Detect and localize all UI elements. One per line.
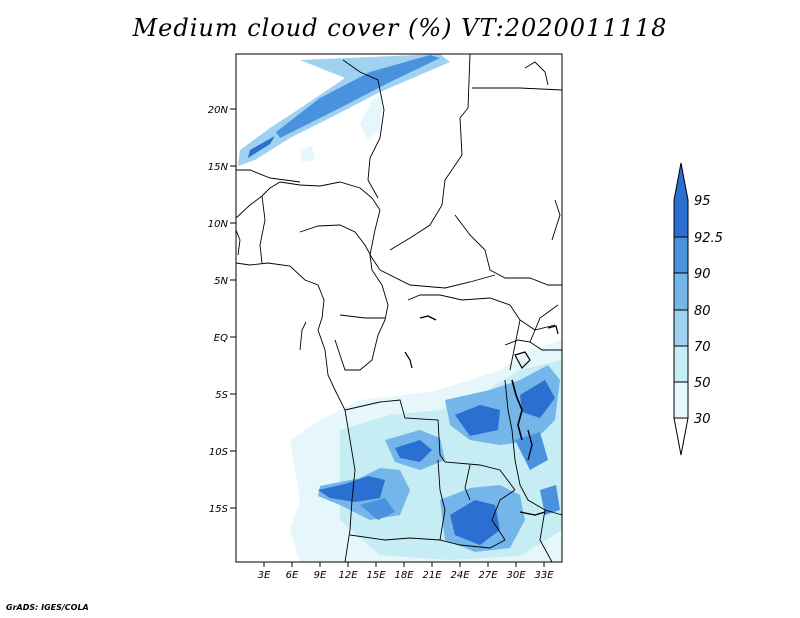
colorbar-label: 80 bbox=[694, 304, 711, 319]
map-frame bbox=[235, 53, 563, 563]
colorbar-label: 70 bbox=[694, 340, 711, 355]
lon-tick-label: 18E bbox=[394, 570, 414, 581]
lat-tick-label: 10N bbox=[208, 219, 229, 230]
latitude-axis: 20N 15N 10N 5N EQ 5S 10S 15S bbox=[208, 105, 236, 515]
colorbar-labels: 30 50 70 80 90 92.5 95 bbox=[694, 194, 723, 427]
colorbar-segment bbox=[673, 345, 689, 383]
colorbar-label: 90 bbox=[694, 267, 711, 282]
lon-tick-label: 30E bbox=[506, 570, 526, 581]
colorbar bbox=[673, 162, 689, 456]
map-boundaries bbox=[236, 54, 562, 562]
lat-tick-label: 15N bbox=[208, 162, 229, 173]
lat-tick-label: 5N bbox=[214, 276, 228, 287]
colorbar-segment bbox=[673, 162, 689, 238]
colorbar-segment bbox=[673, 381, 689, 419]
colorbar-segment bbox=[673, 272, 689, 311]
lon-tick-label: 27E bbox=[478, 570, 498, 581]
lat-tick-label: 5S bbox=[215, 390, 228, 401]
lon-tick-label: 21E bbox=[422, 570, 442, 581]
cloud-cover-field bbox=[238, 54, 562, 562]
lat-tick-label: 15S bbox=[209, 504, 229, 515]
colorbar-label: 92.5 bbox=[694, 231, 723, 246]
lon-tick-label: 33E bbox=[534, 570, 554, 581]
lon-tick-label: 6E bbox=[286, 570, 299, 581]
colorbar-label: 95 bbox=[694, 194, 711, 209]
colorbar-segment bbox=[673, 236, 689, 274]
lon-tick-label: 24E bbox=[450, 570, 470, 581]
colorbar-segment bbox=[673, 309, 689, 347]
longitude-axis: 3E 6E 9E 12E 15E 18E 21E 24E 27E 30E 33E bbox=[258, 562, 554, 581]
lat-tick-label: 20N bbox=[208, 105, 229, 116]
lon-tick-label: 15E bbox=[366, 570, 386, 581]
lat-tick-label: EQ bbox=[214, 333, 228, 344]
colorbar-label: 50 bbox=[694, 376, 711, 391]
footer-credit: GrADS: IGES/COLA bbox=[6, 603, 89, 612]
colorbar-segment bbox=[673, 417, 689, 456]
colorbar-label: 30 bbox=[694, 412, 711, 427]
lon-tick-label: 12E bbox=[338, 570, 358, 581]
map-title: Medium cloud cover (%) VT:2020011118 bbox=[132, 14, 668, 42]
lat-tick-label: 10S bbox=[209, 447, 229, 458]
lon-tick-label: 3E bbox=[258, 570, 271, 581]
lon-tick-label: 9E bbox=[314, 570, 327, 581]
